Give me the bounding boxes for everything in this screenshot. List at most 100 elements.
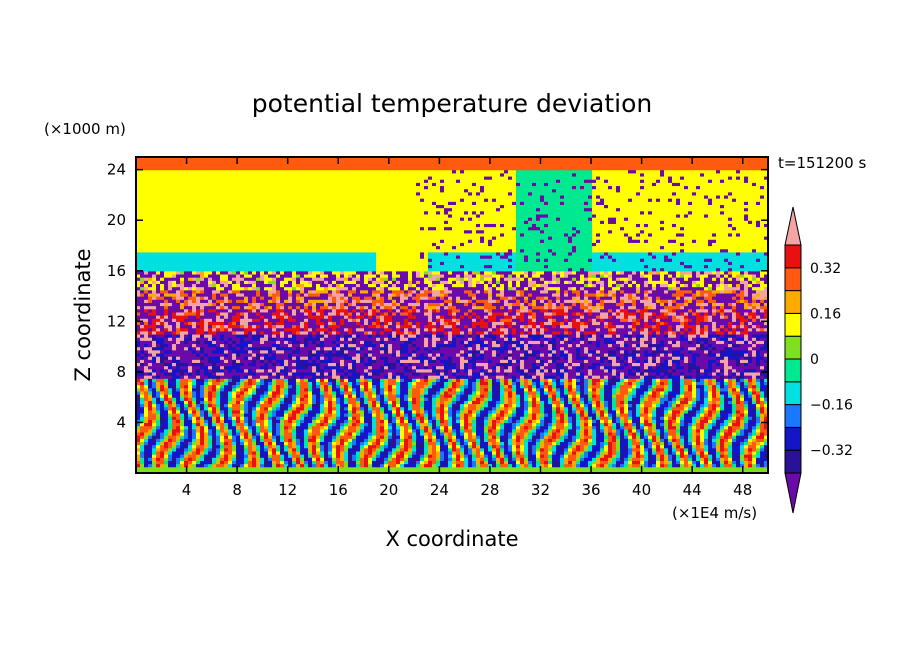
heatmap-cell [504,450,509,455]
heatmap-cell [444,400,449,405]
heatmap-cell [580,390,585,395]
heatmap-cell [196,403,201,408]
heatmap-cell [408,438,413,442]
heatmap-cell [732,431,737,436]
heatmap-cell [428,454,433,458]
heatmap-cell [748,454,753,458]
heatmap-cell [156,444,161,449]
heatmap-cell [608,454,613,458]
heatmap-cell [360,375,365,379]
heatmap-cell [280,444,285,449]
heatmap-cell [340,406,345,411]
heatmap-cell [540,454,545,458]
heatmap-cell [356,400,361,405]
heatmap-cell [284,450,289,455]
heatmap-cell [700,390,705,395]
heatmap-cell [272,450,277,455]
heatmap-cell [188,397,193,401]
heatmap-cell [156,412,161,417]
heatmap-cell [504,397,509,401]
heatmap-cell [436,419,441,424]
heatmap-cell [552,469,557,473]
heatmap-cell [652,466,657,471]
heatmap-cell [200,460,205,465]
heatmap-cell [708,466,713,471]
heatmap-cell [664,435,669,439]
heatmap-cell [456,431,461,436]
heatmap-cell [724,403,729,408]
heatmap-cell [724,431,729,436]
heatmap-cell [400,441,405,446]
heatmap-cell [528,444,533,449]
heatmap-cell [692,378,697,382]
heatmap-cell [268,400,273,405]
heatmap-cell [456,412,461,417]
heatmap-cell [368,444,373,449]
heatmap-cell [304,409,309,414]
heatmap-cell [344,400,349,405]
heatmap-cell [376,447,381,452]
heatmap-cell [452,431,457,436]
heatmap-cell [420,375,425,379]
heatmap-cell [644,428,649,433]
heatmap-cell [572,419,577,424]
heatmap-cell [316,463,321,468]
heatmap-cell [332,394,337,398]
heatmap-cell [152,381,157,386]
heatmap-cell [312,447,317,452]
heatmap-cell [668,435,673,439]
heatmap-cell [484,438,489,442]
heatmap-cell [308,431,313,436]
heatmap-cell [732,447,737,452]
heatmap-cell [256,406,261,411]
heatmap-cell [692,390,697,395]
heatmap-cell [224,469,229,473]
heatmap-cell [260,447,265,452]
heatmap-cell [468,378,473,382]
heatmap-cell [708,403,713,408]
heatmap-cell [556,416,561,420]
heatmap-cell [260,403,265,408]
heatmap-cell [548,419,553,424]
heatmap-cell [516,466,521,471]
heatmap-cell [392,419,397,424]
heatmap-cell [220,400,225,405]
heatmap-cell [380,457,385,461]
heatmap-cell [700,400,705,405]
heatmap-cell [644,384,649,389]
heatmap-cell [504,466,509,471]
heatmap-cell [640,384,645,389]
heatmap-cell [268,384,273,389]
heatmap-cell [704,435,709,439]
heatmap-cell [296,371,301,376]
heatmap-cell [648,450,653,455]
heatmap-cell [716,463,721,468]
heatmap-cell [364,371,369,376]
heatmap-cell [208,428,213,433]
heatmap-cell [292,394,297,398]
heatmap-cell [604,447,609,452]
heatmap-cell [440,406,445,411]
heatmap-cell [632,409,637,414]
heatmap-cell [460,435,465,439]
heatmap-cell [592,438,597,442]
heatmap-cell [340,444,345,449]
heatmap-cell [300,469,305,473]
heatmap-cell [420,419,425,424]
heatmap-cell [756,441,761,446]
heatmap-cell [292,416,297,420]
heatmap-cell [672,419,677,424]
heatmap-cell [660,419,665,424]
heatmap-cell [620,431,625,436]
heatmap-cell [620,447,625,452]
heatmap-cell [372,428,377,433]
heatmap-cell [484,425,489,430]
heatmap-cell [288,425,293,430]
heatmap-cell [268,469,273,473]
heatmap-cell [288,447,293,452]
heatmap-cell [508,375,513,379]
heatmap-cell [136,400,141,405]
heatmap-cell [208,431,213,436]
heatmap-cell [304,419,309,424]
heatmap-cell [520,450,525,455]
